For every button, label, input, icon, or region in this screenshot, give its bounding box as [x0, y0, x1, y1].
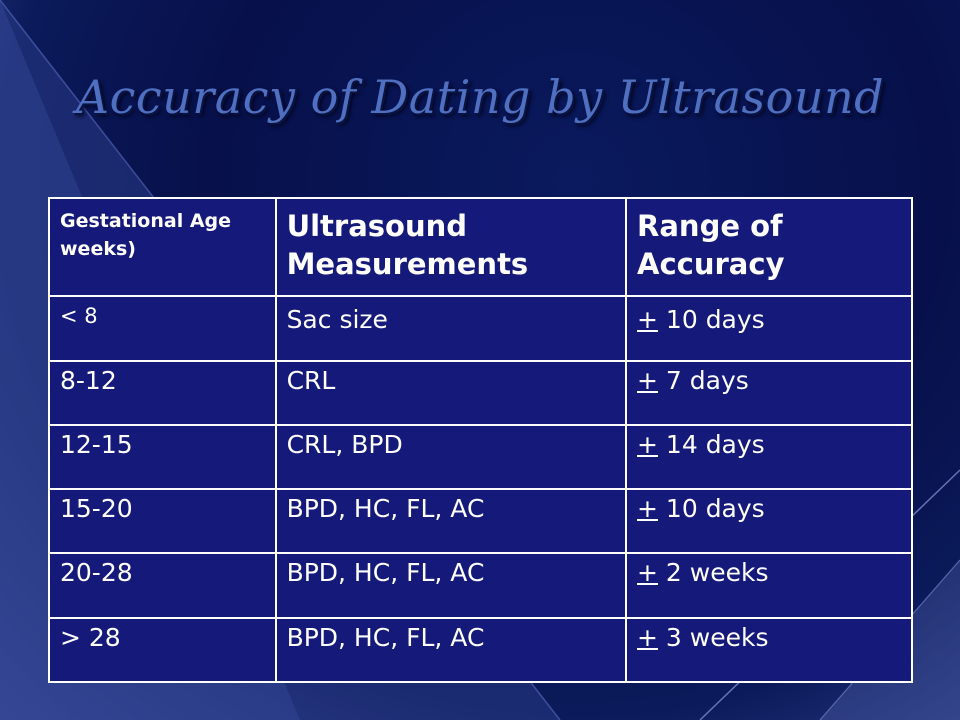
range-cell: + 3 weeks — [625, 616, 913, 684]
range-cell: + 2 weeks — [625, 552, 913, 619]
table-row: > 28 BPD, HC, FL, AC + 3 weeks — [48, 616, 913, 684]
plus-minus-sign: + — [637, 305, 658, 335]
table-row: 15-20 BPD, HC, FL, AC + 10 days — [48, 488, 913, 555]
range-cell: + 10 days — [625, 488, 913, 555]
accuracy-table-container: Gestational Age weeks) Ultrasound Measur… — [48, 196, 913, 684]
plus-minus-sign: + — [637, 494, 658, 524]
measure-cell: CRL, BPD — [274, 423, 628, 491]
age-cell: 20-28 — [48, 552, 277, 619]
table-row: 8-12 CRL + 7 days — [48, 359, 913, 426]
header-ultrasound-measurements: Ultrasound Measurements — [274, 196, 628, 298]
range-text: 2 weeks — [657, 558, 769, 588]
table-row: 12-15 CRL, BPD + 14 days — [48, 423, 913, 491]
age-cell: 8-12 — [48, 359, 277, 426]
table-header-row: Gestational Age weeks) Ultrasound Measur… — [48, 196, 913, 298]
range-text: 10 days — [657, 494, 765, 524]
plus-minus-sign: + — [637, 622, 658, 652]
range-cell: + 7 days — [625, 359, 913, 426]
measure-cell: BPD, HC, FL, AC — [274, 488, 628, 555]
measure-cell: BPD, HC, FL, AC — [274, 616, 628, 684]
range-text: 7 days — [657, 365, 749, 395]
range-text: 3 weeks — [657, 622, 769, 652]
header-label: Gestational Age weeks) — [60, 210, 232, 260]
header-range-of-accuracy: Range of Accuracy — [625, 196, 913, 298]
slide-title: Accuracy of Dating by Ultrasound — [75, 70, 885, 124]
range-text: 10 days — [657, 305, 765, 335]
plus-minus-sign: + — [637, 365, 658, 395]
plus-minus-sign: + — [637, 429, 658, 459]
measure-cell: BPD, HC, FL, AC — [274, 552, 628, 619]
measure-cell: Sac size — [274, 295, 628, 362]
age-cell: < 8 — [48, 295, 277, 362]
table-row: < 8 Sac size + 10 days — [48, 295, 913, 362]
age-cell: 15-20 — [48, 488, 277, 555]
age-cell: 12-15 — [48, 423, 277, 491]
header-gestational-age: Gestational Age weeks) — [48, 196, 277, 298]
header-label: Ultrasound Measurements — [286, 209, 529, 281]
range-text: 14 days — [657, 429, 765, 459]
range-cell: + 14 days — [625, 423, 913, 491]
measure-cell: CRL — [274, 359, 628, 426]
plus-minus-sign: + — [637, 558, 658, 588]
header-label: Range of Accuracy — [637, 209, 785, 281]
age-cell: > 28 — [48, 616, 277, 684]
measure-text: Sac size — [286, 305, 388, 335]
table-row: 20-28 BPD, HC, FL, AC + 2 weeks — [48, 552, 913, 619]
accuracy-table: Gestational Age weeks) Ultrasound Measur… — [48, 196, 913, 684]
range-cell: + 10 days — [625, 295, 913, 362]
